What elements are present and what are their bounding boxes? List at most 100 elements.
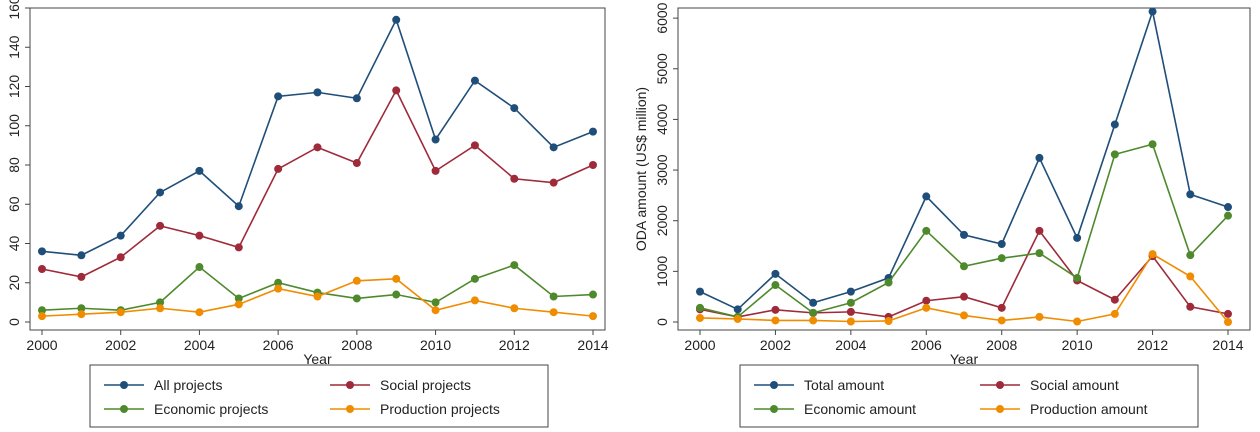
data-point: [997, 254, 1006, 263]
data-point: [1110, 309, 1119, 318]
legend-label: Production projects: [380, 401, 500, 417]
data-point: [549, 178, 558, 187]
legend-label: Production amount: [1030, 401, 1148, 417]
y-tick-label: 100: [6, 114, 22, 138]
data-point: [431, 306, 440, 315]
data-point: [589, 290, 597, 299]
data-point: [431, 298, 440, 307]
chart-projects: 0 20 40 60 80 100 120 140 160 2000 2002 2004 2006 200…: [6, 0, 609, 428]
series-line-1: [41, 88, 594, 278]
y-tick-label: 4000: [654, 104, 670, 135]
y-tick-label: 5000: [654, 53, 670, 84]
y-axis-title: ODA amount (US$ million): [633, 87, 649, 251]
data-point: [38, 247, 46, 256]
y-tick-label: 1000: [654, 256, 670, 287]
data-point: [77, 310, 86, 319]
data-point: [274, 92, 283, 101]
y-tick-label: 140: [6, 35, 22, 59]
x-tick-label: 2002: [760, 337, 791, 353]
x-tick-label: 2006: [911, 337, 942, 353]
plot-frame: [29, 7, 606, 331]
data-point: [470, 76, 479, 85]
data-point: [922, 296, 931, 305]
data-point: [470, 141, 479, 150]
legend-box: [739, 364, 1199, 428]
data-point: [696, 313, 704, 322]
data-point: [1073, 233, 1082, 242]
data-point: [884, 278, 893, 287]
legend-label: Economic projects: [154, 401, 268, 417]
data-point: [274, 284, 283, 293]
data-point: [352, 159, 361, 168]
data-point: [696, 287, 704, 296]
x-tick-label: 2004: [835, 337, 866, 353]
legend-label: Economic amount: [804, 401, 916, 417]
data-point: [960, 230, 968, 239]
data-point: [116, 253, 125, 262]
x-tick-label: 2010: [1062, 337, 1093, 353]
legend-swatch-marker: [996, 381, 1004, 389]
data-point: [77, 251, 86, 260]
data-point: [392, 15, 401, 24]
legend-label: Total amount: [804, 377, 884, 393]
x-tick-label: 2006: [263, 337, 294, 353]
data-point: [195, 166, 204, 175]
data-point: [352, 294, 361, 303]
y-tick-label: 20: [6, 275, 22, 291]
data-point: [352, 276, 361, 285]
data-point: [846, 317, 855, 326]
y-tick-label: 3000: [654, 154, 670, 185]
data-point: [771, 316, 780, 325]
data-point: [1148, 140, 1157, 149]
data-point: [431, 135, 440, 144]
data-point: [884, 316, 893, 325]
data-point: [38, 265, 46, 274]
data-point: [589, 127, 597, 136]
data-point: [510, 174, 519, 183]
data-point: [1148, 7, 1157, 16]
data-point: [809, 308, 818, 317]
data-point: [1224, 309, 1232, 318]
data-point: [1110, 120, 1119, 129]
y-tick-label: 0: [654, 318, 670, 326]
x-tick-label: 2004: [184, 337, 215, 353]
data-point: [589, 312, 597, 321]
data-point: [1073, 273, 1082, 282]
data-point: [156, 188, 165, 197]
y-tick-label: 160: [6, 0, 22, 20]
legend-swatch-marker: [770, 381, 778, 389]
data-point: [1035, 249, 1044, 258]
chart-panel-projects: 0 20 40 60 80 100 120 140 160 2000 2002 2004 2006 200…: [6, 0, 609, 428]
data-point: [156, 298, 165, 307]
legend-box: [89, 364, 549, 428]
data-point: [195, 308, 204, 317]
data-point: [771, 269, 780, 278]
data-point: [997, 316, 1006, 325]
data-point: [470, 296, 479, 305]
data-point: [510, 261, 519, 270]
y-tick-label: 2000: [654, 205, 670, 236]
data-point: [1110, 150, 1119, 159]
data-point: [156, 304, 165, 313]
data-point: [549, 292, 558, 301]
data-point: [1035, 153, 1044, 162]
data-point: [771, 281, 780, 290]
data-point: [38, 312, 46, 321]
series-line-2: [41, 264, 594, 312]
x-tick-label: 2014: [577, 337, 608, 353]
data-point: [846, 307, 855, 316]
data-point: [1186, 272, 1195, 281]
data-point: [313, 292, 322, 301]
data-point: [922, 303, 931, 312]
x-tick-label: 2014: [1212, 337, 1243, 353]
plot-frame: [677, 7, 1251, 331]
legend-swatch-marker: [346, 405, 354, 413]
data-point: [470, 274, 479, 283]
legend-label: Social amount: [1030, 377, 1119, 393]
x-tick-label: 2008: [986, 337, 1017, 353]
data-point: [313, 143, 322, 152]
data-point: [1110, 295, 1119, 304]
data-point: [1186, 302, 1195, 311]
data-point: [313, 88, 322, 97]
data-point: [234, 294, 243, 303]
